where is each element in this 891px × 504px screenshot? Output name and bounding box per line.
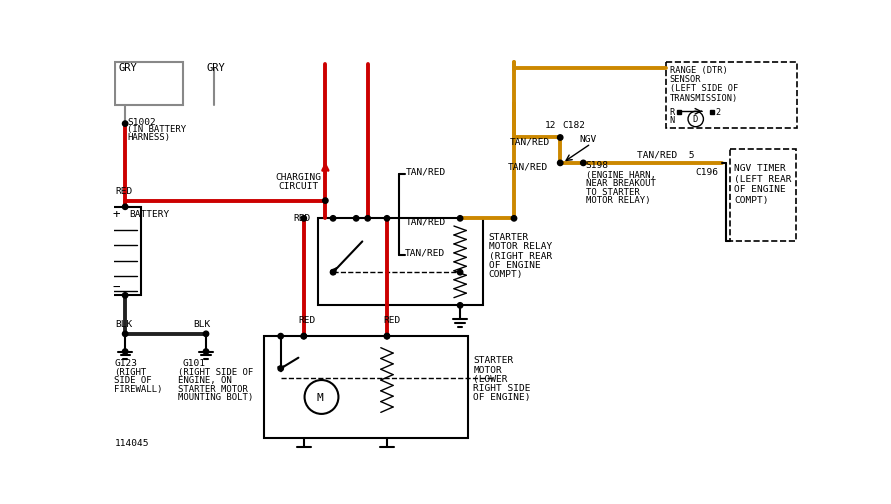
Text: STARTER MOTOR: STARTER MOTOR <box>177 385 248 394</box>
Text: G123: G123 <box>114 359 137 368</box>
Circle shape <box>331 216 336 221</box>
Text: MOTOR RELAY: MOTOR RELAY <box>488 242 552 251</box>
Circle shape <box>301 216 307 221</box>
Bar <box>318 218 483 305</box>
Text: BLK: BLK <box>115 320 133 329</box>
Text: BLK: BLK <box>193 320 210 329</box>
Circle shape <box>278 334 283 339</box>
Circle shape <box>457 216 462 221</box>
Text: (LOWER: (LOWER <box>473 375 508 384</box>
Circle shape <box>122 121 127 127</box>
Circle shape <box>301 334 307 339</box>
Text: MOTOR: MOTOR <box>473 365 502 374</box>
Text: ENGINE, ON: ENGINE, ON <box>177 376 232 385</box>
Bar <box>666 62 797 128</box>
Bar <box>710 110 715 113</box>
Text: SENSOR: SENSOR <box>669 75 701 84</box>
Text: COMPT): COMPT) <box>734 196 769 205</box>
Circle shape <box>457 270 462 275</box>
Text: N: N <box>669 116 674 125</box>
Circle shape <box>558 160 563 166</box>
Text: TAN/RED: TAN/RED <box>508 162 548 171</box>
Text: TO STARTER: TO STARTER <box>585 187 640 197</box>
Text: (LEFT REAR: (LEFT REAR <box>734 174 792 183</box>
Text: 2: 2 <box>715 108 721 117</box>
Circle shape <box>203 331 208 337</box>
Text: S1002: S1002 <box>127 117 156 127</box>
Circle shape <box>323 198 328 203</box>
Text: S198: S198 <box>585 161 609 170</box>
Text: TAN/RED: TAN/RED <box>405 248 445 258</box>
Bar <box>115 62 183 105</box>
Text: NGV TIMER: NGV TIMER <box>734 164 786 173</box>
Text: FIREWALL): FIREWALL) <box>114 385 163 394</box>
Text: D: D <box>692 115 698 124</box>
Circle shape <box>365 216 371 221</box>
Text: 12: 12 <box>544 120 556 130</box>
Circle shape <box>558 135 563 140</box>
Text: (RIGHT REAR: (RIGHT REAR <box>488 251 552 261</box>
Circle shape <box>384 216 389 221</box>
Circle shape <box>354 216 359 221</box>
Circle shape <box>122 293 127 298</box>
Text: RANGE (DTR): RANGE (DTR) <box>669 66 727 75</box>
Circle shape <box>122 331 127 337</box>
Text: CHARGING: CHARGING <box>275 173 322 182</box>
Text: COMPT): COMPT) <box>488 270 523 279</box>
Text: HARNESS): HARNESS) <box>127 133 170 142</box>
Text: (LEFT SIDE OF: (LEFT SIDE OF <box>669 85 738 93</box>
Circle shape <box>278 366 283 371</box>
Text: +: + <box>113 208 120 221</box>
Text: TAN/RED  5: TAN/RED 5 <box>637 151 695 160</box>
Circle shape <box>384 334 389 339</box>
Circle shape <box>203 349 208 354</box>
Circle shape <box>384 334 389 339</box>
Text: TAN/RED: TAN/RED <box>406 218 446 227</box>
Text: STARTER: STARTER <box>488 233 529 242</box>
Text: (RIGHT: (RIGHT <box>114 368 147 377</box>
Text: GRY: GRY <box>206 63 225 73</box>
Text: SIDE OF: SIDE OF <box>114 376 152 385</box>
Bar <box>264 336 468 438</box>
Text: (IN BATTERY: (IN BATTERY <box>127 125 186 134</box>
Text: R: R <box>669 108 674 117</box>
Text: OF ENGINE): OF ENGINE) <box>473 393 531 402</box>
Circle shape <box>581 160 586 166</box>
Text: RED: RED <box>383 316 400 325</box>
Text: NGV: NGV <box>579 135 597 144</box>
Text: MOTOR RELAY): MOTOR RELAY) <box>585 196 650 205</box>
Text: MOUNTING BOLT): MOUNTING BOLT) <box>177 393 253 402</box>
Text: BATTERY: BATTERY <box>129 210 169 219</box>
Text: TAN/RED: TAN/RED <box>511 138 551 147</box>
Circle shape <box>122 204 127 210</box>
Text: C182: C182 <box>562 120 585 130</box>
Text: TRANSMISSION): TRANSMISSION) <box>669 94 738 103</box>
Bar <box>677 110 681 113</box>
Bar <box>110 207 141 295</box>
Text: 114045: 114045 <box>115 439 150 449</box>
Circle shape <box>301 334 307 339</box>
Circle shape <box>457 302 462 308</box>
Text: STARTER: STARTER <box>473 356 513 365</box>
Circle shape <box>122 349 127 354</box>
Text: G101: G101 <box>182 359 205 368</box>
Text: M: M <box>317 393 323 403</box>
Text: CIRCUIT: CIRCUIT <box>278 182 318 191</box>
Text: RED: RED <box>294 214 311 223</box>
Text: (RIGHT SIDE OF: (RIGHT SIDE OF <box>177 368 253 377</box>
Text: C196: C196 <box>695 168 718 176</box>
Text: RIGHT SIDE: RIGHT SIDE <box>473 384 531 393</box>
Text: RED: RED <box>298 316 315 325</box>
Circle shape <box>331 270 336 275</box>
Circle shape <box>511 216 517 221</box>
Text: OF ENGINE: OF ENGINE <box>488 261 540 270</box>
Text: RED: RED <box>115 187 133 196</box>
Text: GRY: GRY <box>119 63 138 73</box>
Text: (ENGINE HARN,: (ENGINE HARN, <box>585 171 656 180</box>
Text: −: − <box>113 281 120 294</box>
Bar <box>730 149 796 241</box>
Text: NEAR BREAKOUT: NEAR BREAKOUT <box>585 179 656 188</box>
Text: OF ENGINE: OF ENGINE <box>734 185 786 195</box>
Text: TAN/RED: TAN/RED <box>406 168 446 176</box>
